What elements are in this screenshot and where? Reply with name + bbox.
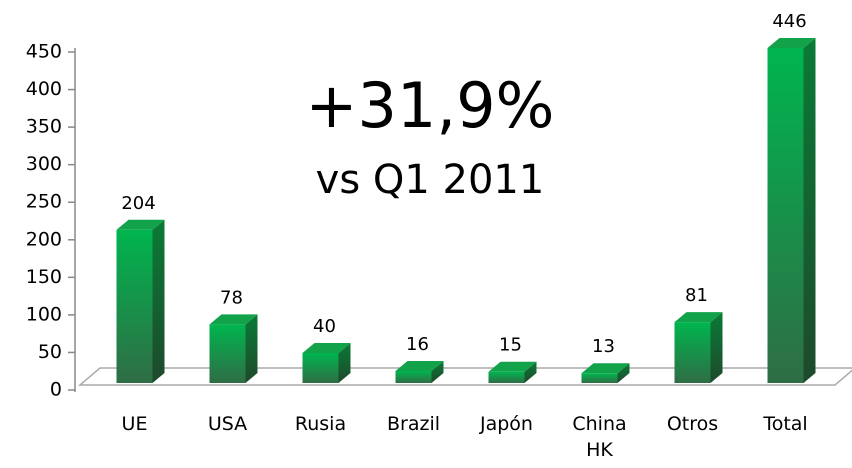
y-tick-label: 50 bbox=[38, 341, 62, 363]
y-tick-label: 400 bbox=[26, 78, 62, 100]
bar-top bbox=[116, 219, 165, 230]
bar-top bbox=[302, 342, 351, 353]
value-label: 15 bbox=[499, 335, 522, 356]
y-tick-label: 150 bbox=[26, 266, 62, 288]
x-tick-label: China HK bbox=[572, 413, 627, 461]
bar-side bbox=[617, 363, 630, 383]
bar-front bbox=[581, 373, 618, 383]
bar-front bbox=[209, 324, 246, 383]
x-tick-label: USA bbox=[207, 413, 248, 435]
bar bbox=[581, 363, 630, 383]
y-tick-label: 350 bbox=[26, 116, 62, 138]
bar-side bbox=[338, 342, 351, 383]
bar-front bbox=[116, 229, 153, 383]
value-label: 204 bbox=[121, 193, 155, 214]
bar-top bbox=[674, 312, 723, 323]
y-tick-label: 300 bbox=[26, 153, 62, 175]
bar bbox=[395, 360, 444, 383]
floor bbox=[77, 367, 852, 386]
bar-top bbox=[395, 360, 444, 371]
y-tick-label: 100 bbox=[26, 303, 62, 325]
bar-top bbox=[209, 314, 258, 325]
y-tick-label: 200 bbox=[26, 228, 62, 250]
bar-front bbox=[395, 370, 432, 383]
x-tick-label: Otros bbox=[666, 413, 719, 435]
bar-front bbox=[488, 371, 525, 383]
bar-side bbox=[524, 361, 537, 383]
value-label: 78 bbox=[220, 287, 243, 308]
value-label: 81 bbox=[685, 285, 708, 306]
x-tick-label: Rusia bbox=[294, 413, 347, 435]
bar-side bbox=[803, 38, 816, 383]
bar bbox=[209, 314, 258, 383]
x-tick-label: Brazil bbox=[386, 413, 441, 435]
y-tick-label: 0 bbox=[50, 379, 62, 401]
bar bbox=[302, 342, 351, 383]
bar bbox=[116, 219, 165, 383]
bar-side bbox=[710, 312, 723, 383]
bar-top bbox=[767, 38, 816, 49]
bar bbox=[674, 312, 723, 383]
bar bbox=[767, 38, 816, 383]
bar-front bbox=[302, 352, 339, 383]
value-label: 16 bbox=[406, 334, 429, 355]
y-tick-label: 450 bbox=[26, 41, 62, 63]
annotation: vs Q1 2011 bbox=[316, 157, 545, 203]
bar-side bbox=[245, 314, 258, 383]
x-tick-label: Total bbox=[763, 413, 808, 435]
y-tick-label: 250 bbox=[26, 191, 62, 213]
bar-side bbox=[152, 219, 165, 383]
value-label: 13 bbox=[592, 336, 615, 357]
value-label: 446 bbox=[772, 11, 806, 32]
bar-top bbox=[488, 361, 537, 372]
bar-front bbox=[767, 48, 804, 383]
bar-front bbox=[674, 322, 711, 383]
bar-top bbox=[581, 363, 630, 374]
x-tick-label: UE bbox=[121, 413, 148, 435]
bar-side bbox=[431, 360, 444, 383]
bar bbox=[488, 361, 537, 383]
x-tick-label: Japón bbox=[480, 413, 533, 435]
value-label: 40 bbox=[313, 316, 336, 337]
annotation: +31,9% bbox=[306, 69, 555, 142]
